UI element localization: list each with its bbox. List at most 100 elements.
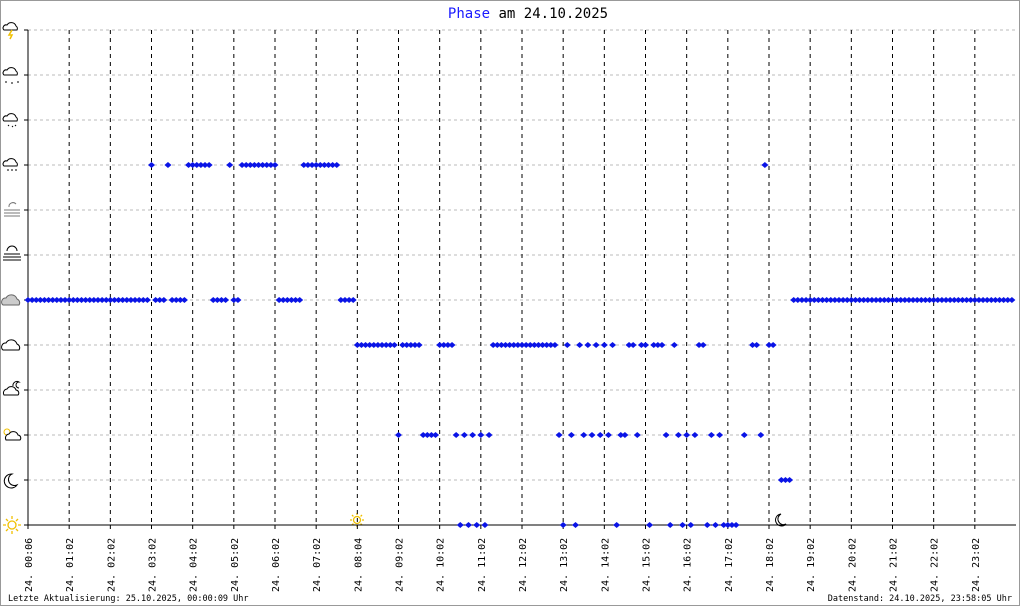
icon-part	[7, 169, 17, 171]
x-tick-label: 24. 03:02	[148, 538, 159, 592]
point	[761, 162, 769, 168]
point	[57, 297, 65, 303]
point	[819, 297, 827, 303]
point	[971, 297, 979, 303]
icon-part	[3, 516, 21, 534]
point	[86, 297, 94, 303]
point	[510, 342, 518, 348]
point	[477, 432, 485, 438]
point	[329, 162, 337, 168]
point	[802, 297, 810, 303]
point	[967, 297, 975, 303]
y-tick-icon	[4, 202, 20, 217]
icon-part	[1, 294, 21, 306]
point	[979, 297, 987, 303]
point	[123, 297, 131, 303]
point	[662, 432, 670, 438]
y-tick-icon	[3, 428, 22, 441]
point	[539, 342, 547, 348]
point	[621, 432, 629, 438]
point	[625, 342, 633, 348]
point	[567, 432, 575, 438]
x-tick-label: 24. 13:02	[559, 538, 570, 592]
point	[633, 432, 641, 438]
point	[259, 162, 267, 168]
point	[275, 297, 283, 303]
point	[514, 342, 522, 348]
point	[94, 297, 102, 303]
point	[950, 297, 958, 303]
point	[1000, 297, 1008, 303]
point	[102, 297, 110, 303]
point	[283, 297, 291, 303]
point	[996, 297, 1004, 303]
point	[917, 297, 925, 303]
point	[889, 297, 896, 303]
icon-part	[5, 81, 19, 84]
point	[357, 342, 365, 348]
point	[975, 297, 983, 303]
y-tick-icon	[1, 339, 21, 351]
point	[300, 162, 308, 168]
point	[716, 432, 724, 438]
point	[24, 297, 32, 303]
icon-part	[3, 473, 19, 489]
point	[316, 162, 324, 168]
point	[106, 297, 114, 303]
footer-right: Datenstand: 24.10.2025, 23:58:05 Uhr	[828, 594, 1012, 604]
icon-part	[2, 113, 18, 128]
point	[588, 432, 596, 438]
point	[695, 342, 703, 348]
point	[473, 522, 481, 528]
point	[213, 297, 221, 303]
point	[880, 297, 888, 303]
point	[691, 432, 699, 438]
point	[110, 297, 118, 303]
point	[69, 297, 77, 303]
point	[407, 342, 415, 348]
x-tick-label: 24. 10:02	[436, 538, 447, 592]
point	[217, 297, 225, 303]
x-tick-label: 24. 00:06	[24, 538, 35, 592]
point	[349, 297, 357, 303]
point	[180, 297, 188, 303]
point	[810, 297, 818, 303]
point	[654, 342, 662, 348]
x-tick-label: 24. 18:02	[765, 538, 776, 592]
y-tick-icon	[2, 380, 21, 396]
footer-left: Letzte Aktualisierung: 25.10.2025, 00:00…	[8, 594, 249, 604]
point	[193, 162, 201, 168]
point	[991, 297, 999, 303]
point	[456, 522, 464, 528]
point	[152, 297, 160, 303]
point	[32, 297, 40, 303]
point	[530, 342, 538, 348]
point	[497, 342, 505, 348]
point	[646, 522, 654, 528]
point	[353, 342, 361, 348]
point	[197, 162, 205, 168]
point	[382, 342, 390, 348]
point	[938, 297, 946, 303]
point	[209, 297, 217, 303]
point	[765, 342, 773, 348]
point	[308, 162, 316, 168]
point	[642, 342, 649, 348]
x-tick-label: 24. 04:02	[189, 538, 200, 592]
point	[864, 297, 872, 303]
point	[559, 522, 567, 528]
point	[711, 522, 719, 528]
icon-part	[7, 29, 14, 40]
icon-part	[2, 22, 18, 40]
point	[551, 342, 559, 348]
point	[674, 432, 682, 438]
point	[390, 342, 398, 348]
point	[613, 522, 621, 528]
point	[609, 342, 617, 348]
point	[45, 297, 53, 303]
x-tick-label: 24. 16:02	[683, 538, 694, 592]
point	[271, 162, 279, 168]
x-tick-label: 24. 19:02	[806, 538, 817, 592]
point	[666, 522, 674, 528]
